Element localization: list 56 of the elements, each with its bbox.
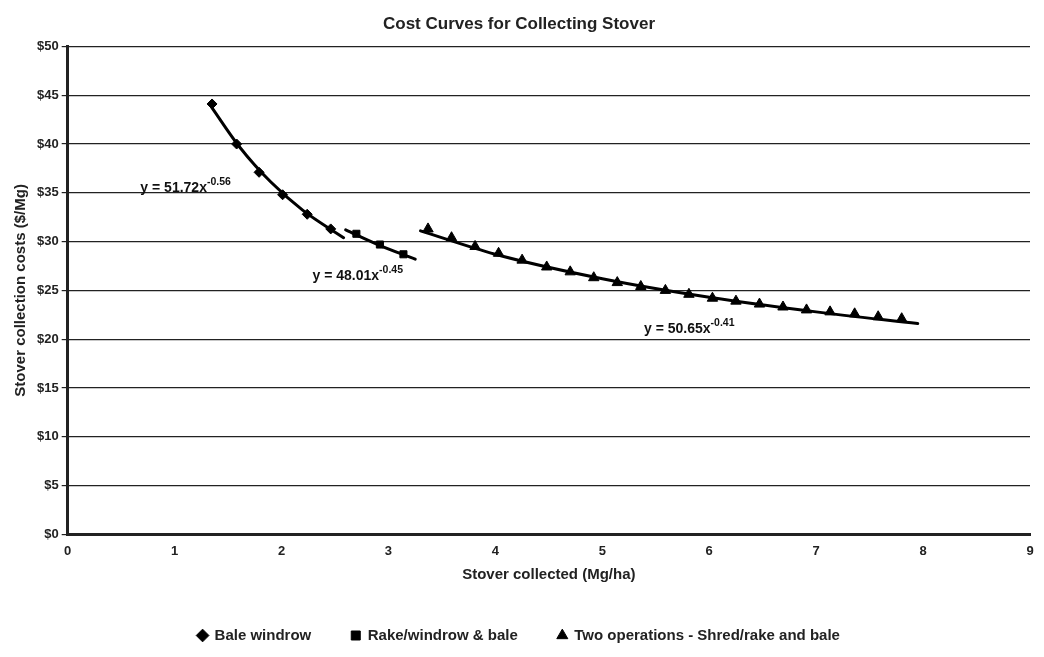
y-axis-title: Stover collection costs ($/Mg) bbox=[11, 184, 29, 397]
point bbox=[492, 246, 505, 257]
point bbox=[253, 166, 265, 178]
point bbox=[800, 303, 813, 314]
point bbox=[848, 307, 861, 318]
y-tick-label: $40 bbox=[36, 135, 59, 151]
legend-label: Rake/windrow & bale bbox=[367, 625, 518, 643]
point bbox=[422, 222, 434, 233]
point bbox=[277, 189, 289, 201]
x-tick-label: 6 bbox=[705, 542, 713, 558]
point bbox=[564, 265, 576, 276]
point bbox=[611, 276, 623, 287]
point bbox=[588, 271, 600, 282]
point bbox=[301, 208, 313, 220]
x-axis-title: Stover collected (Mg/ha) bbox=[462, 565, 636, 583]
point bbox=[635, 280, 647, 290]
point bbox=[375, 240, 384, 249]
x-tick-label: 3 bbox=[384, 542, 393, 558]
point bbox=[541, 260, 553, 271]
point bbox=[730, 294, 742, 305]
x-tick-label: 7 bbox=[812, 542, 820, 558]
y-tick-label: $45 bbox=[36, 86, 59, 102]
point bbox=[777, 300, 789, 311]
y-tick-label: $0 bbox=[44, 525, 59, 541]
point bbox=[469, 239, 481, 250]
x-tick-label: 9 bbox=[1026, 542, 1034, 558]
point bbox=[659, 283, 672, 294]
point bbox=[445, 231, 458, 242]
y-tick-label: $35 bbox=[36, 184, 59, 200]
point bbox=[231, 138, 243, 150]
chart-title: Cost Curves for Collecting Stover bbox=[382, 13, 656, 33]
point bbox=[325, 223, 337, 235]
point bbox=[516, 253, 528, 264]
legend-label: Bale windrow bbox=[214, 625, 312, 643]
point bbox=[896, 312, 908, 323]
y-tick-label: $30 bbox=[36, 233, 59, 249]
point bbox=[683, 287, 695, 298]
y-tick-label: $25 bbox=[36, 281, 59, 297]
point bbox=[706, 291, 719, 302]
y-tick-label: $50 bbox=[36, 37, 59, 53]
point bbox=[753, 297, 766, 308]
x-tick-label: 1 bbox=[171, 542, 179, 558]
x-tick-label: 5 bbox=[598, 542, 606, 558]
point bbox=[352, 229, 361, 238]
x-tick-label: 8 bbox=[919, 542, 927, 558]
x-tick-label: 2 bbox=[277, 542, 286, 558]
y-tick-label: $15 bbox=[36, 379, 59, 395]
x-tick-label: 4 bbox=[491, 542, 500, 558]
point bbox=[399, 250, 408, 259]
point bbox=[824, 305, 836, 316]
point bbox=[872, 310, 884, 321]
legend-label: Two operations - Shred/rake and bale bbox=[574, 625, 840, 643]
x-tick-label: 0 bbox=[64, 542, 72, 558]
y-tick-label: $20 bbox=[36, 330, 59, 346]
y-tick-label: $5 bbox=[44, 477, 59, 493]
y-tick-label: $10 bbox=[36, 428, 59, 444]
